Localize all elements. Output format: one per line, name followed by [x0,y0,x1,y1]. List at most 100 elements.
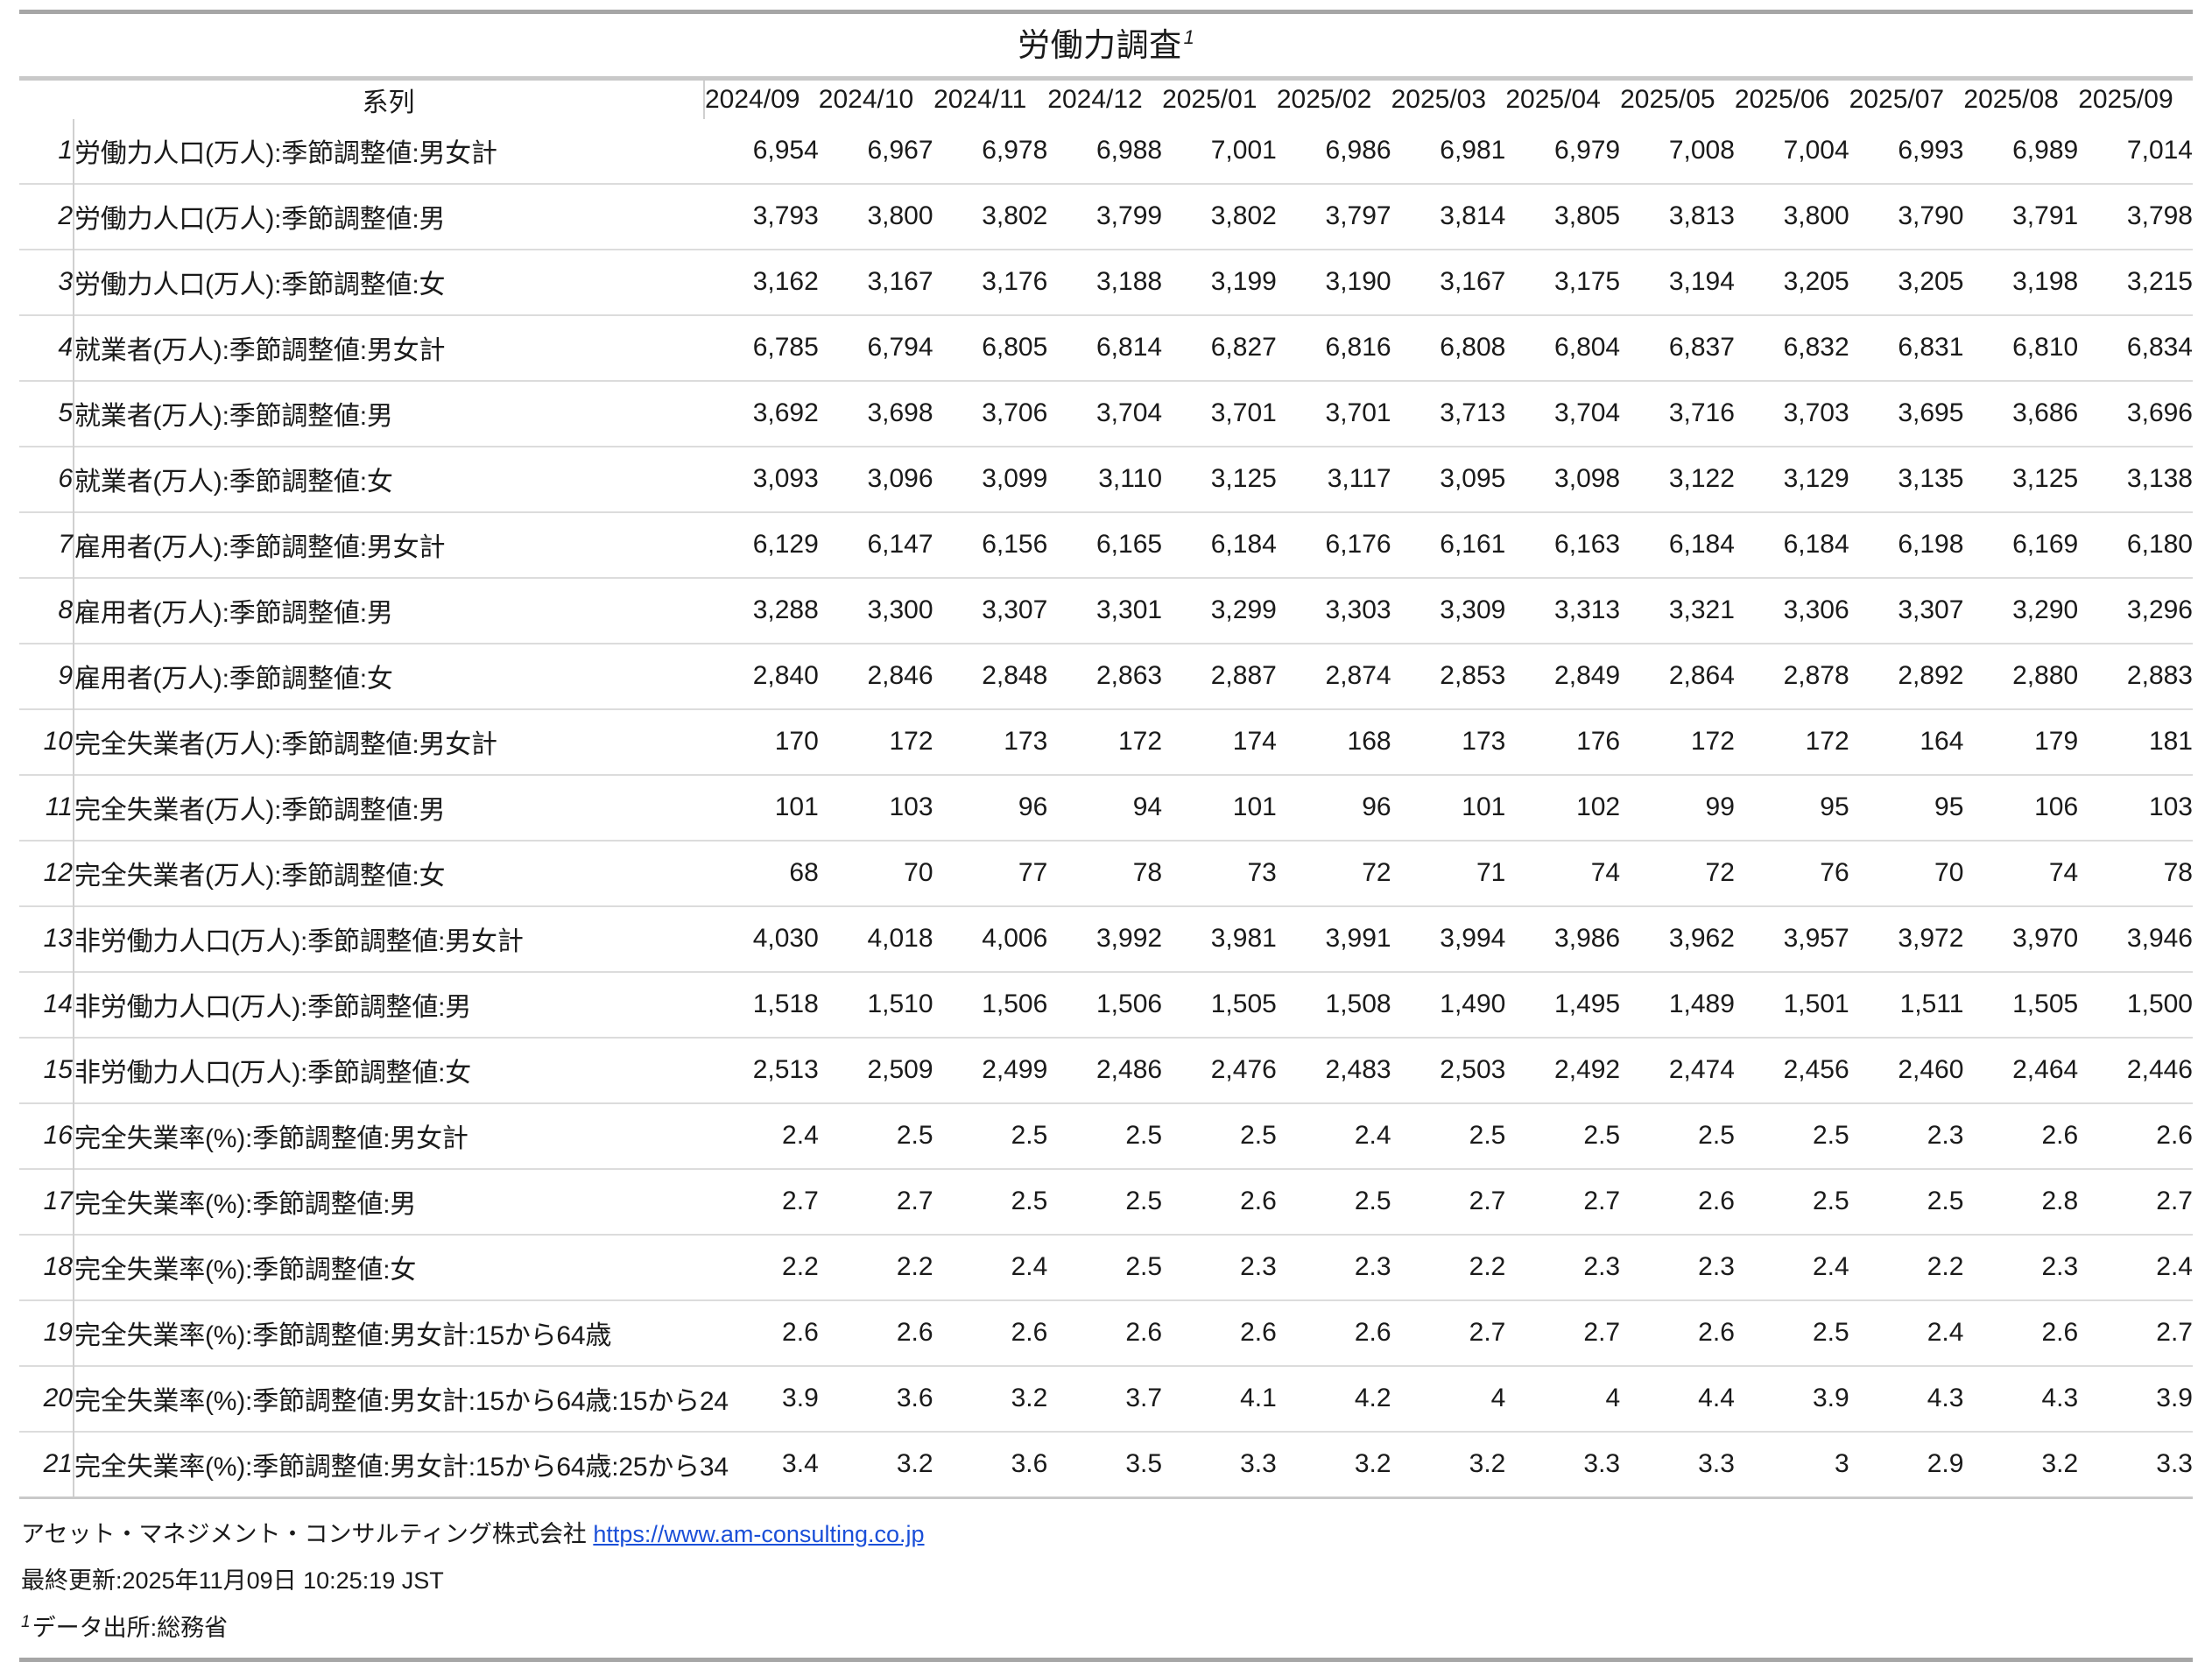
cell-value: 1,508 [1325,989,1391,1019]
header-col-2025-07[interactable]: 2025/07 [1849,84,1945,114]
cell-value: 3,696 [2126,398,2193,428]
cell-value: 2,874 [1325,661,1391,691]
header-col-2025-03[interactable]: 2025/03 [1391,84,1487,114]
cell-value: 6,981 [1440,136,1506,165]
cell-value: 2.6 [1698,1318,1735,1348]
cell-value: 3,199 [1210,267,1277,297]
cell-value: 3,215 [2126,267,2193,297]
row-number: 5 [19,380,74,447]
cell-value: 6,832 [1783,333,1849,363]
cell-value: 6,156 [982,530,1048,560]
cell-value: 1,490 [1440,989,1506,1019]
cell-value: 2,883 [2126,661,2193,691]
header-col-2024-09[interactable]: 2024/09 [705,84,800,114]
header-col-2025-06[interactable]: 2025/06 [1734,84,1830,114]
header-col-2025-08[interactable]: 2025/08 [1963,84,2059,114]
cell-value: 3,814 [1440,201,1506,231]
cell-value: 3.2 [1354,1449,1391,1479]
cell-value: 1,518 [752,989,819,1019]
cell-value: 3.3 [2156,1449,2193,1479]
cell-value: 3,800 [1783,201,1849,231]
labour-force-survey-table: 系列 2024/09 2024/10 2024/11 2024/12 2025/… [19,80,2193,1497]
footer-url-link[interactable]: https://www.am-consulting.co.jp [593,1520,925,1547]
cell-value: 99 [1705,792,1735,822]
table-row: 10 完全失業者(万人):季節調整値:男女計 170 172 173 172 174 168 1… [19,708,2193,775]
cell-value: 3,957 [1783,924,1849,954]
cell-value: 2,892 [1898,661,1964,691]
cell-value: 3,290 [2012,595,2079,625]
row-number: 1 [19,118,74,184]
cell-value: 6,165 [1095,530,1163,560]
cell-value: 3.5 [1125,1449,1163,1479]
cell-value: 3,309 [1440,595,1506,625]
cell-value: 6,176 [1325,530,1391,560]
cell-value: 3,800 [867,201,933,231]
cell-value: 2.6 [1240,1187,1277,1216]
row-number: 18 [19,1234,74,1300]
cell-value: 173 [1004,727,1048,757]
cell-value: 4.3 [1927,1384,1964,1413]
footer-last-updated: 最終更新:2025年11月09日 10:25:19 JST [21,1567,444,1595]
row-number: 7 [19,511,74,578]
cell-value: 3,125 [1210,464,1277,494]
row-series-label: 完全失業者(万人):季節調整値:男女計 [74,730,497,760]
row-number: 15 [19,1037,74,1103]
cell-value: 3,703 [1783,398,1849,428]
row-series-label: 非労働力人口(万人):季節調整値:女 [74,1059,472,1088]
table-row: 21 完全失業率(%):季節調整値:男女計:15から64歳:25から34 3.4 3.… [19,1431,2193,1497]
footer-company-name: アセット・マネジメント・コンサルティング株式会社 [21,1520,587,1547]
cell-value: 3.9 [2156,1384,2193,1413]
row-series-label: 完全失業者(万人):季節調整値:男 [74,796,446,826]
cell-value: 2,878 [1783,661,1849,691]
table-row: 6 就業者(万人):季節調整値:女 3,093 3,096 3,099 3,110 3,12… [19,446,2193,512]
row-number: 4 [19,314,74,381]
cell-value: 2,486 [1095,1055,1163,1085]
header-col-2025-04[interactable]: 2025/04 [1505,84,1601,114]
cell-value: 3 [1834,1449,1849,1479]
header-col-2024-10[interactable]: 2024/10 [818,84,914,114]
header-col-2024-11[interactable]: 2024/11 [933,84,1027,114]
cell-value: 3,129 [1783,464,1849,494]
header-col-2025-05[interactable]: 2025/05 [1620,84,1715,114]
cell-value: 2.7 [896,1187,933,1216]
header-col-2025-02[interactable]: 2025/02 [1276,84,1372,114]
cell-value: 106 [2034,792,2079,822]
row-series-label: 労働力人口(万人):季節調整値:男 [74,205,446,235]
cell-value: 2.2 [782,1252,819,1282]
row-series-label: 労働力人口(万人):季節調整値:女 [74,271,446,300]
table-row: 9 雇用者(万人):季節調整値:女 2,840 2,846 2,848 2,863 2,88… [19,643,2193,709]
cell-value: 2.5 [1011,1121,1048,1151]
bottom-rule [19,1657,2193,1662]
cell-value: 6,184 [1668,530,1735,560]
cell-value: 7,001 [1210,136,1277,165]
cell-value: 3,793 [752,201,819,231]
cell-value: 101 [774,792,819,822]
header-col-2024-12[interactable]: 2024/12 [1047,84,1143,114]
row-series-label: 雇用者(万人):季節調整値:女 [74,665,393,694]
footer-company-line: アセット・マネジメント・コンサルティング株式会社 https://www.am-… [19,1511,2193,1559]
cell-value: 2,446 [2126,1055,2193,1085]
header-col-2025-09[interactable]: 2025/09 [2078,84,2173,114]
table-row: 20 完全失業率(%):季節調整値:男女計:15から64歳:15から24 3.9 3.… [19,1365,2193,1432]
cell-value: 2,460 [1898,1055,1964,1085]
cell-value: 2,503 [1440,1055,1506,1085]
row-series-label: 完全失業者(万人):季節調整値:女 [74,862,446,891]
cell-value: 2.4 [1812,1252,1849,1282]
cell-value: 2.6 [1240,1318,1277,1348]
table-row: 3 労働力人口(万人):季節調整値:女 3,162 3,167 3,176 3,188 3,… [19,249,2193,315]
cell-value: 3.4 [782,1449,819,1479]
row-series-label: 労働力人口(万人):季節調整値:男女計 [74,139,497,169]
cell-value: 6,169 [2012,530,2079,560]
cell-value: 2.5 [1125,1187,1163,1216]
cell-value: 2,464 [2012,1055,2079,1085]
cell-value: 4.3 [2041,1384,2079,1413]
cell-value: 6,129 [752,530,819,560]
cell-value: 3,713 [1440,398,1506,428]
cell-value: 2.5 [1812,1187,1849,1216]
cell-value: 77 [1018,858,1048,888]
cell-value: 3.2 [2041,1449,2079,1479]
header-col-2025-01[interactable]: 2025/01 [1162,84,1257,114]
cell-value: 3.3 [1240,1449,1277,1479]
cell-value: 6,978 [982,136,1048,165]
cell-value: 6,184 [1210,530,1277,560]
